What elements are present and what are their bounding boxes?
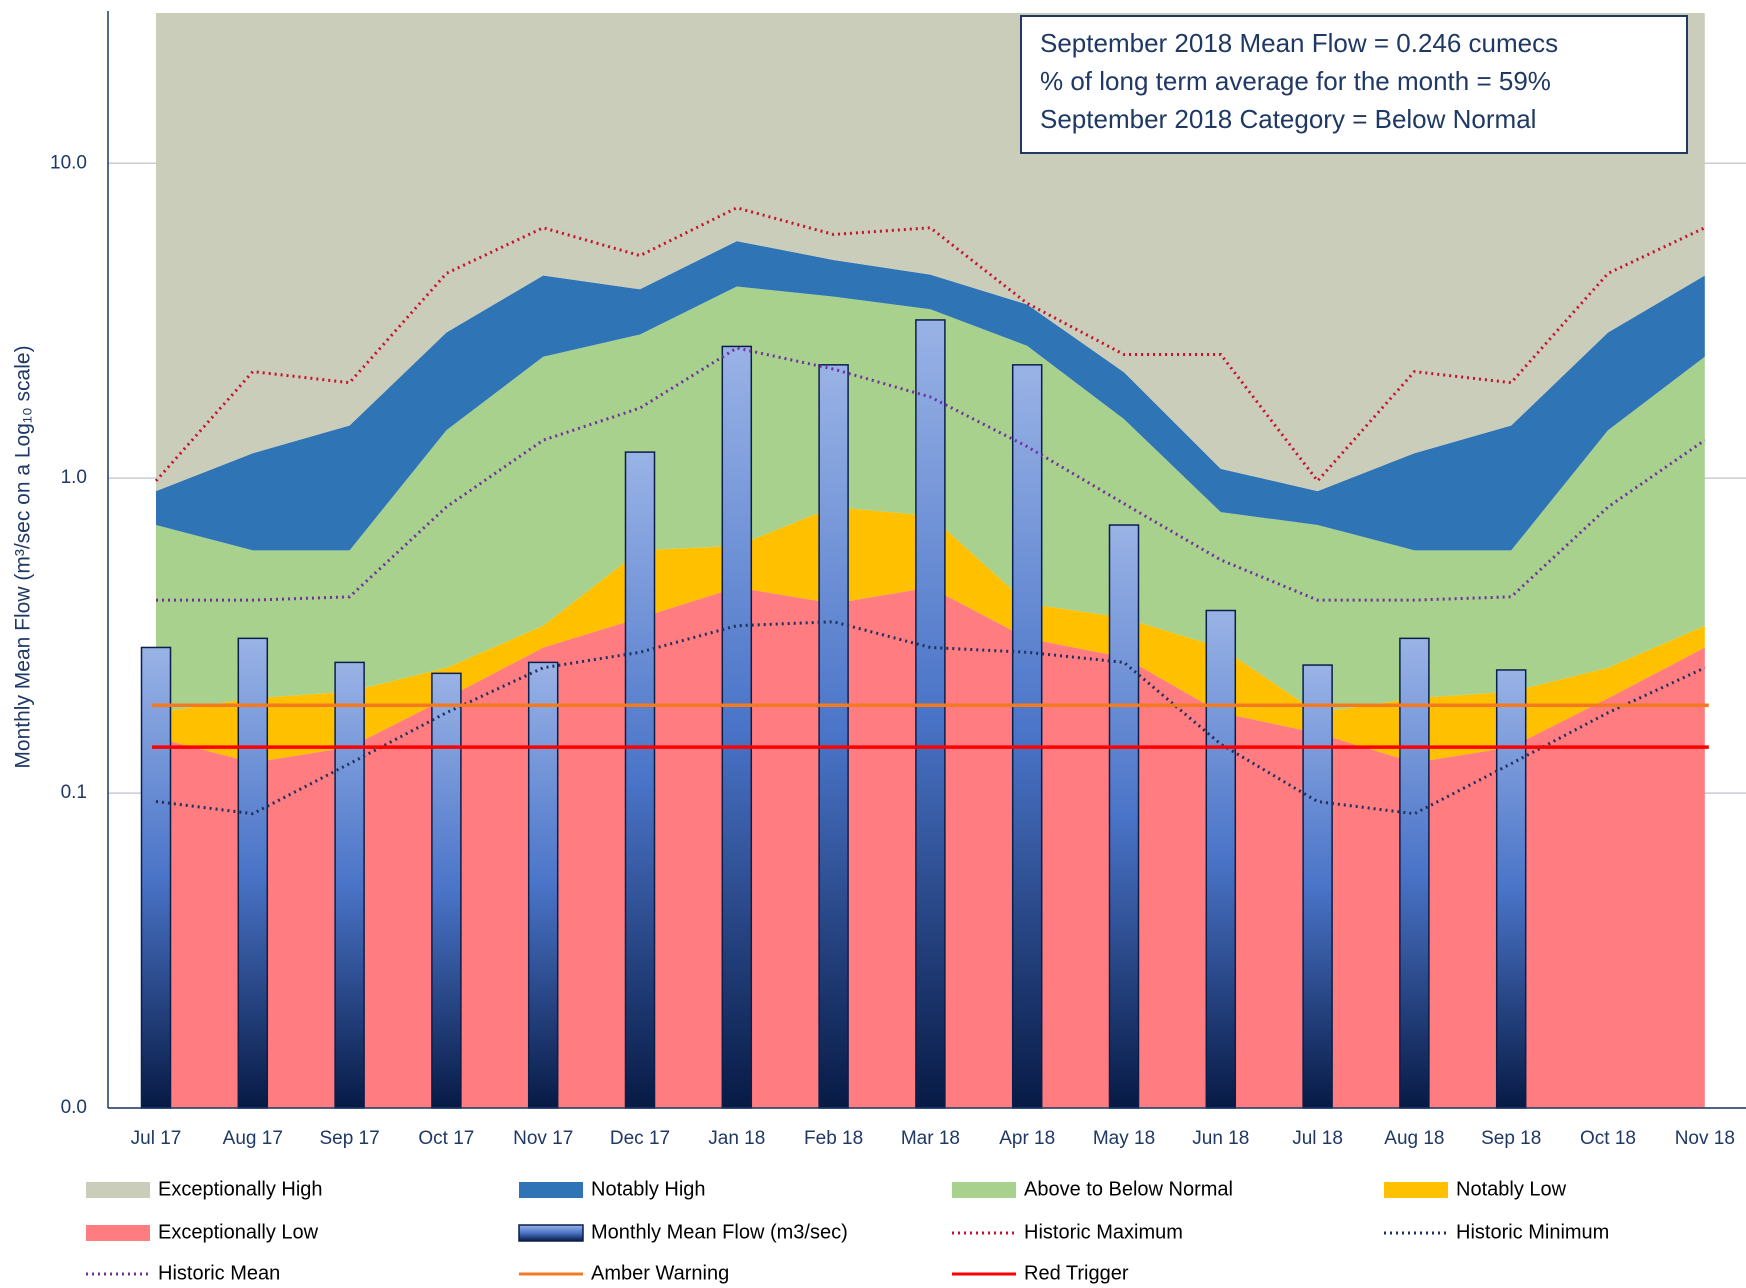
x-tick-label: Oct 18 [1580, 1128, 1636, 1149]
bar [527, 661, 559, 1109]
bar [1302, 664, 1333, 1109]
legend-label: Historic Mean [158, 1262, 280, 1284]
bar [334, 661, 365, 1109]
bar [1399, 637, 1430, 1109]
x-tick-label: Aug 17 [223, 1128, 283, 1149]
y-tick-label: 0.0 [61, 1097, 87, 1118]
x-tick-label: May 18 [1093, 1128, 1155, 1149]
bar [915, 319, 946, 1109]
x-tick-label: Oct 17 [418, 1128, 474, 1149]
bar [624, 451, 656, 1109]
x-tick-label: Jan 18 [708, 1128, 765, 1149]
legend-swatch [1384, 1182, 1448, 1198]
bar [237, 637, 269, 1109]
x-tick-label: Nov 17 [513, 1128, 573, 1149]
bar [1108, 524, 1140, 1109]
x-tick-label: Feb 18 [804, 1128, 863, 1149]
bar [431, 672, 462, 1109]
y-tick-label: 1.0 [61, 467, 87, 488]
y-axis-label: Monthly Mean Flow (m³/sec on a Log₁₀ sca… [12, 345, 35, 768]
legend-label: Exceptionally Low [158, 1221, 319, 1243]
legend-label: Monthly Mean Flow (m3/sec) [591, 1221, 848, 1243]
x-tick-label: Apr 18 [999, 1128, 1055, 1149]
x-tick-label: Sep 18 [1481, 1128, 1541, 1149]
bar [1205, 609, 1237, 1109]
area-band [156, 241, 1705, 551]
x-tick-label: Nov 18 [1675, 1128, 1735, 1149]
annotation: September 2018 Category = Below Normal [1040, 104, 1536, 134]
legend-label: Notably Low [1456, 1178, 1567, 1200]
annotation: % of long term average for the month = 5… [1040, 66, 1551, 96]
x-tick-label: Aug 18 [1384, 1128, 1444, 1149]
legend-label: Exceptionally High [158, 1178, 323, 1200]
annotation: September 2018 Mean Flow = 0.246 cumecs [1040, 28, 1558, 58]
legend-swatch [518, 1224, 584, 1242]
y-tick-label: 0.1 [61, 782, 87, 803]
legend-label: Notably High [591, 1178, 706, 1200]
bar [818, 364, 849, 1109]
x-tick-label: Dec 17 [610, 1128, 670, 1149]
x-tick-label: Jul 18 [1292, 1128, 1343, 1149]
x-tick-label: Mar 18 [901, 1128, 960, 1149]
legend-label: Historic Minimum [1456, 1221, 1609, 1243]
bar [721, 345, 753, 1109]
bar [1011, 364, 1043, 1109]
legend-label: Red Trigger [1024, 1262, 1129, 1284]
y-tick-label: 10.0 [50, 152, 87, 173]
legend-swatch [952, 1182, 1016, 1198]
legend-label: Amber Warning [591, 1262, 729, 1284]
x-tick-label: Jul 17 [131, 1128, 182, 1149]
bar [140, 646, 172, 1109]
legend-swatch [86, 1225, 150, 1241]
legend-label: Historic Maximum [1024, 1221, 1183, 1243]
line [156, 346, 1706, 602]
bar [1495, 669, 1527, 1109]
x-tick-label: Sep 17 [319, 1128, 379, 1149]
annotation-box [1020, 15, 1688, 154]
legend-swatch [86, 1182, 150, 1198]
legend-swatch [519, 1182, 583, 1198]
legend-label: Above to Below Normal [1024, 1178, 1233, 1200]
x-tick-label: Jun 18 [1192, 1128, 1249, 1149]
